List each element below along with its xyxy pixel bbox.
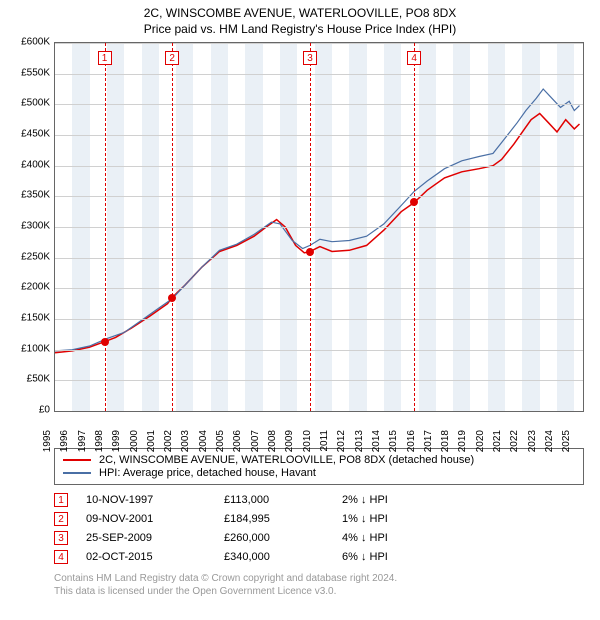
legend-swatch-hpi: [63, 472, 91, 474]
legend-label-property: 2C, WINSCOMBE AVENUE, WATERLOOVILLE, PO8…: [99, 454, 474, 466]
gridline-h: [55, 319, 583, 320]
event-dot-4: [410, 198, 418, 206]
footer-line-1: Contains HM Land Registry data © Crown c…: [54, 572, 584, 585]
event-row-diff: 2% ↓ HPI: [342, 494, 388, 506]
title-line-2: Price paid vs. HM Land Registry's House …: [10, 22, 590, 36]
y-tick-label: £600K: [10, 37, 50, 48]
gridline-h: [55, 135, 583, 136]
event-row: 2 09-NOV-2001 £184,995 1% ↓ HPI: [54, 512, 584, 526]
event-row-marker: 4: [54, 550, 68, 564]
event-row-diff: 1% ↓ HPI: [342, 513, 388, 525]
gridline-h: [55, 227, 583, 228]
event-row-date: 25-SEP-2009: [86, 532, 206, 544]
y-tick-label: £0: [10, 405, 50, 416]
event-row: 4 02-OCT-2015 £340,000 6% ↓ HPI: [54, 550, 584, 564]
event-dot-1: [101, 338, 109, 346]
chart-area: 1 2 3 4 £0 £50K £100K £150K £200K £250K £300K £350…: [10, 42, 590, 442]
legend: 2C, WINSCOMBE AVENUE, WATERLOOVILLE, PO8…: [54, 448, 584, 485]
legend-row-property: 2C, WINSCOMBE AVENUE, WATERLOOVILLE, PO8…: [63, 454, 575, 466]
event-row-marker: 1: [54, 493, 68, 507]
event-marker-1: 1: [98, 51, 112, 65]
event-row-date: 10-NOV-1997: [86, 494, 206, 506]
event-row-marker: 2: [54, 512, 68, 526]
title-line-1: 2C, WINSCOMBE AVENUE, WATERLOOVILLE, PO8…: [10, 6, 590, 20]
event-row-marker: 3: [54, 531, 68, 545]
footer-line-2: This data is licensed under the Open Gov…: [54, 585, 584, 598]
event-row-price: £113,000: [224, 494, 324, 506]
event-row-price: £260,000: [224, 532, 324, 544]
event-row-diff: 6% ↓ HPI: [342, 551, 388, 563]
gridline-h: [55, 166, 583, 167]
event-marker-2: 2: [165, 51, 179, 65]
y-tick-label: £350K: [10, 190, 50, 201]
y-tick-label: £300K: [10, 221, 50, 232]
gridline-h: [55, 350, 583, 351]
gridline-h: [55, 104, 583, 105]
event-row: 3 25-SEP-2009 £260,000 4% ↓ HPI: [54, 531, 584, 545]
event-dot-3: [306, 248, 314, 256]
y-tick-label: £100K: [10, 343, 50, 354]
page-root: 2C, WINSCOMBE AVENUE, WATERLOOVILLE, PO8…: [0, 0, 600, 620]
gridline-h: [55, 288, 583, 289]
series-line-hpi: [55, 89, 580, 351]
gridline-h: [55, 74, 583, 75]
event-marker-4: 4: [407, 51, 421, 65]
series-line-property: [55, 114, 580, 353]
y-tick-label: £400K: [10, 159, 50, 170]
event-row: 1 10-NOV-1997 £113,000 2% ↓ HPI: [54, 493, 584, 507]
y-tick-label: £250K: [10, 251, 50, 262]
y-tick-label: £550K: [10, 67, 50, 78]
event-row-diff: 4% ↓ HPI: [342, 532, 388, 544]
event-row-price: £340,000: [224, 551, 324, 563]
event-row-price: £184,995: [224, 513, 324, 525]
event-row-date: 02-OCT-2015: [86, 551, 206, 563]
legend-row-hpi: HPI: Average price, detached house, Hava…: [63, 467, 575, 479]
gridline-h: [55, 43, 583, 44]
y-tick-label: £150K: [10, 313, 50, 324]
y-tick-label: £500K: [10, 98, 50, 109]
gridline-h: [55, 380, 583, 381]
legend-swatch-property: [63, 459, 91, 461]
y-tick-label: £50K: [10, 374, 50, 385]
titles: 2C, WINSCOMBE AVENUE, WATERLOOVILLE, PO8…: [10, 6, 590, 36]
event-marker-3: 3: [303, 51, 317, 65]
event-row-date: 09-NOV-2001: [86, 513, 206, 525]
plot-region: 1 2 3 4: [54, 42, 584, 412]
x-tick-label: 2025: [561, 430, 585, 452]
event-dot-2: [168, 294, 176, 302]
y-tick-label: £450K: [10, 129, 50, 140]
footer: Contains HM Land Registry data © Crown c…: [54, 572, 584, 598]
gridline-h: [55, 196, 583, 197]
events-table: 1 10-NOV-1997 £113,000 2% ↓ HPI 2 09-NOV-2001…: [54, 493, 584, 564]
y-tick-label: £200K: [10, 282, 50, 293]
gridline-h: [55, 258, 583, 259]
legend-label-hpi: HPI: Average price, detached house, Hava…: [99, 467, 316, 479]
